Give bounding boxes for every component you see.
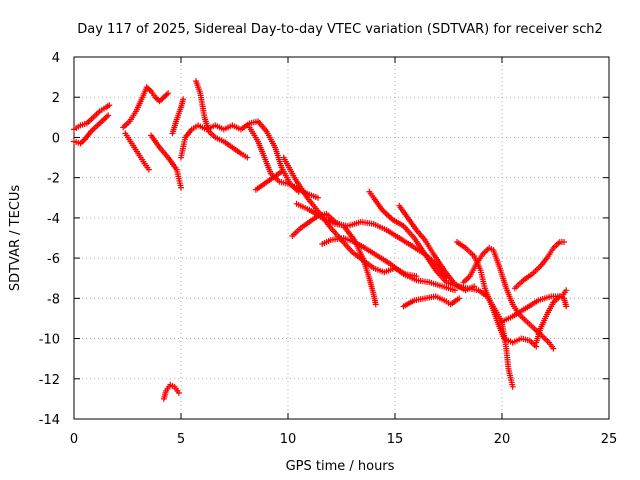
x-tick-labels: 0 5 10 15 20 25 [70, 432, 617, 447]
series-track-p [366, 188, 516, 390]
y-tick-label: -14 [39, 413, 60, 428]
series-track-o [327, 216, 379, 308]
x-tick-label: 0 [70, 432, 78, 447]
x-axis-label: GPS time / hours [286, 459, 395, 474]
data-marks [71, 78, 570, 402]
series-track-j [252, 168, 285, 193]
series-track-u [511, 239, 568, 292]
series-track-h [178, 118, 302, 195]
y-tick-label: -8 [47, 292, 60, 307]
y-axis-label: SDTVAR / TECUs [8, 185, 23, 292]
data-point [165, 90, 172, 97]
y-tick-labels: 4 2 0 -2 -4 -6 -8 -10 -12 -14 [39, 51, 60, 428]
x-tick-label: 25 [601, 432, 618, 447]
series-track-w [533, 293, 570, 346]
chart-title: Day 117 of 2025, Sidereal Day-to-day VTE… [77, 22, 603, 37]
series-track-v [496, 287, 570, 326]
data-point [106, 102, 113, 109]
series-track-d [122, 130, 152, 173]
series-track-x [160, 381, 182, 402]
data-point [278, 168, 285, 175]
data-point [456, 295, 463, 302]
data-point [561, 239, 568, 246]
x-tick-label: 10 [280, 432, 297, 447]
series-track-k [280, 154, 420, 280]
y-tick-label: 4 [52, 51, 60, 66]
series-track-b [71, 112, 112, 147]
y-tick-label: -6 [47, 252, 60, 267]
data-point [471, 283, 478, 290]
y-tick-label: 0 [52, 131, 60, 146]
x-tick-label: 20 [494, 432, 511, 447]
y-tick-label: -4 [47, 212, 60, 227]
data-point [178, 184, 184, 191]
data-point [563, 287, 570, 294]
series-track-c [120, 84, 172, 131]
series-track-a [71, 102, 113, 133]
y-tick-label: -2 [47, 172, 60, 187]
series-track-g [192, 78, 251, 161]
series-track-e [148, 132, 184, 191]
x-tick-label: 5 [177, 432, 185, 447]
y-tick-label: 2 [52, 91, 60, 106]
data-point [105, 112, 112, 119]
data-point [145, 166, 152, 173]
grid [74, 57, 609, 419]
data-point [563, 303, 570, 310]
y-tick-label: -10 [39, 333, 60, 348]
series-track-s [460, 245, 557, 352]
y-tick-label: -12 [39, 373, 60, 388]
data-point [314, 194, 321, 201]
data-point [180, 96, 187, 103]
series-track-r [400, 293, 463, 310]
data-point [372, 301, 379, 308]
data-point [550, 345, 557, 352]
series-track-t [454, 239, 540, 350]
data-point [244, 154, 251, 161]
plot-frame [73, 56, 610, 420]
data-point [509, 383, 516, 390]
series-track-f [169, 96, 187, 137]
series-track-q [396, 202, 478, 294]
data-point [175, 389, 182, 396]
x-tick-label: 15 [387, 432, 404, 447]
axis-ticks [73, 56, 610, 420]
